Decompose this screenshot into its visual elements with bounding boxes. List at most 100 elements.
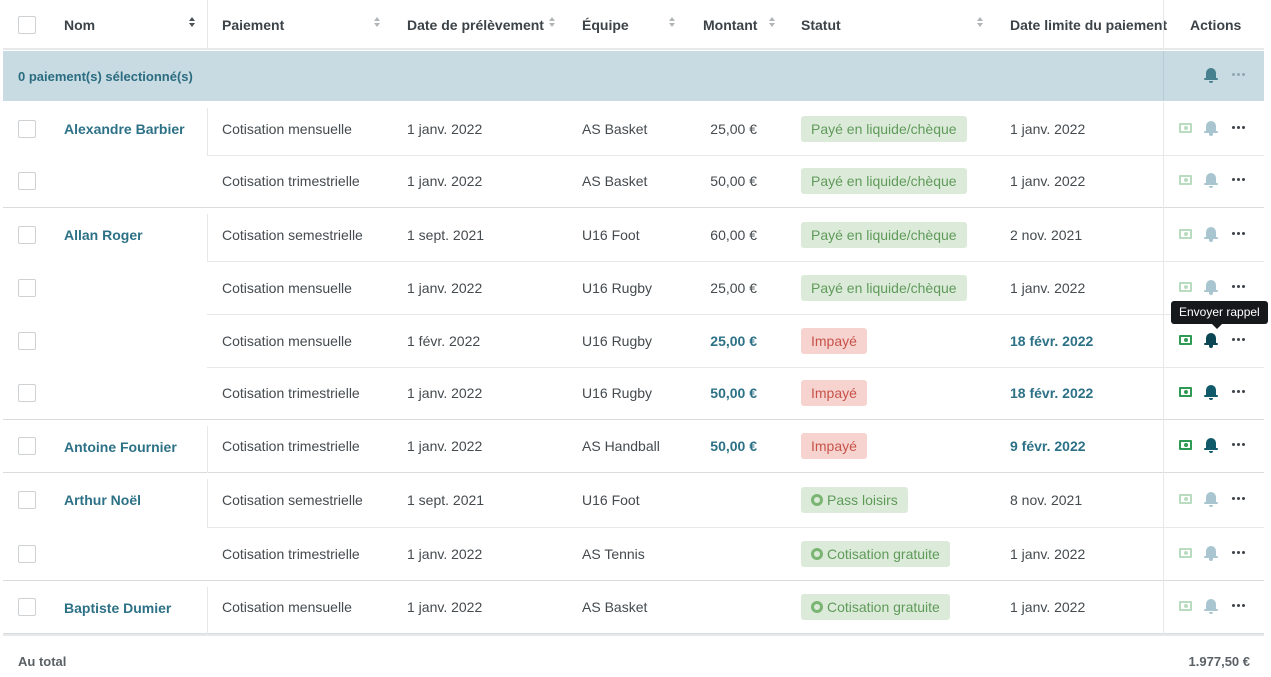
bell-icon[interactable] [1204, 279, 1218, 295]
select-all-checkbox[interactable] [18, 16, 36, 34]
member-name[interactable]: Antoine Fournier [64, 439, 177, 455]
row-checkbox[interactable] [18, 437, 36, 455]
sort-montant-icon[interactable] [769, 16, 776, 28]
banknote-icon[interactable] [1179, 494, 1192, 504]
header-nom[interactable]: Nom [64, 17, 96, 33]
collection-date: 1 janv. 2022 [407, 438, 483, 454]
bell-icon[interactable] [1204, 172, 1218, 188]
table-row: Cotisation mensuelle 1 févr. 2022 U16 Rugb… [3, 314, 1264, 368]
row-checkbox[interactable] [18, 172, 36, 190]
member-name[interactable]: Allan Roger [64, 227, 143, 243]
more-dots-icon[interactable] [1232, 231, 1246, 236]
payment-type: Cotisation trimestrielle [222, 545, 360, 562]
sort-statut-icon[interactable] [977, 16, 984, 28]
status-label: Payé en liquide/chèque [811, 173, 957, 189]
banknote-icon[interactable] [1179, 547, 1192, 558]
more-dots-icon[interactable] [1232, 604, 1246, 608]
member-name[interactable]: Alexandre Barbier [64, 121, 185, 137]
sort-nom-icon[interactable] [189, 16, 196, 28]
status-label: Payé en liquide/chèque [811, 279, 957, 296]
banknote-icon[interactable] [1179, 228, 1192, 239]
row-checkbox[interactable] [18, 225, 36, 244]
more-dots-icon[interactable] [1232, 125, 1246, 130]
banknote-icon[interactable] [1179, 334, 1192, 345]
status-badge: Cotisation gratuite [801, 540, 950, 567]
payment-deadline: 1 janv. 2022 [1010, 599, 1086, 615]
bell-icon[interactable] [1204, 332, 1218, 348]
total-amount: 1.977,50 € [1188, 654, 1250, 669]
header-equipe[interactable]: Équipe [582, 17, 629, 33]
payment-deadline: 1 janv. 2022 [1010, 173, 1086, 189]
member-name[interactable]: Baptiste Dumier [64, 600, 172, 616]
sort-date-icon[interactable] [549, 16, 556, 28]
bell-icon[interactable] [1204, 437, 1218, 453]
more-dots-icon[interactable] [1232, 443, 1246, 447]
more-dots-icon[interactable] [1232, 337, 1246, 342]
payment-type: Cotisation trimestrielle [222, 173, 360, 189]
team: U16 Foot [582, 226, 640, 243]
payment-deadline: 1 janv. 2022 [1010, 120, 1086, 137]
sort-equipe-icon[interactable] [669, 16, 676, 28]
payment-type: Cotisation trimestrielle [222, 385, 360, 401]
bell-icon[interactable] [1204, 545, 1218, 561]
payment-deadline: 18 févr. 2022 [1010, 385, 1094, 401]
team: U16 Foot [582, 492, 640, 508]
payment-type: Cotisation semestrielle [222, 492, 363, 508]
header-montant[interactable]: Montant [703, 17, 758, 33]
collection-date: 1 janv. 2022 [407, 120, 483, 137]
banknote-icon[interactable] [1179, 440, 1192, 450]
status-label: Payé en liquide/chèque [811, 226, 957, 243]
payment-deadline: 9 févr. 2022 [1010, 438, 1086, 454]
banknote-icon[interactable] [1179, 175, 1192, 185]
row-checkbox[interactable] [18, 491, 36, 509]
status-label: Cotisation gratuite [827, 599, 940, 615]
gift-icon [811, 547, 823, 560]
header-date-prelevement[interactable]: Date de prélèvement [407, 17, 544, 33]
row-checkbox[interactable] [18, 119, 36, 138]
bulk-bell-icon[interactable] [1204, 67, 1218, 83]
bell-icon[interactable] [1204, 384, 1218, 400]
table-row: Allan Roger Cotisation semestrielle 1 sept… [3, 208, 1264, 262]
sort-paiement-icon[interactable] [374, 16, 381, 28]
header-date-limite[interactable]: Date limite du paiement [1010, 17, 1168, 33]
member-name[interactable]: Arthur Noël [64, 492, 141, 508]
payment-type: Cotisation mensuelle [222, 332, 352, 349]
bell-icon[interactable] [1204, 120, 1218, 136]
more-dots-icon[interactable] [1232, 497, 1246, 501]
status-badge: Payé en liquide/chèque [801, 221, 967, 248]
table-row: Antoine Fournier Cotisation trimestrielle… [3, 420, 1264, 474]
collection-date: 1 sept. 2021 [407, 226, 485, 243]
collection-date: 1 janv. 2022 [407, 385, 483, 401]
banknote-icon[interactable] [1179, 387, 1192, 397]
row-checkbox[interactable] [18, 331, 36, 350]
payment-type: Cotisation mensuelle [222, 599, 352, 615]
bulk-more-icon[interactable] [1232, 73, 1246, 77]
more-dots-icon[interactable] [1232, 284, 1246, 289]
row-checkbox[interactable] [18, 598, 36, 616]
header-paiement[interactable]: Paiement [222, 17, 285, 33]
banknote-icon[interactable] [1179, 601, 1192, 611]
banknote-icon[interactable] [1179, 281, 1192, 292]
table-footer: Au total 1.977,50 € [3, 634, 1264, 677]
collection-date: 1 janv. 2022 [407, 173, 483, 189]
banknote-icon[interactable] [1179, 122, 1192, 133]
payment-deadline: 8 nov. 2021 [1010, 492, 1083, 508]
team: U16 Rugby [582, 332, 653, 349]
status-label: Impayé [811, 438, 857, 454]
team: AS Handball [582, 438, 660, 454]
bell-icon[interactable] [1204, 598, 1218, 614]
more-dots-icon[interactable] [1232, 550, 1246, 555]
team: AS Basket [582, 120, 648, 137]
team: U16 Rugby [582, 279, 653, 296]
row-checkbox[interactable] [18, 544, 36, 563]
more-dots-icon[interactable] [1232, 390, 1246, 394]
payment-type: Cotisation mensuelle [222, 120, 352, 137]
row-checkbox[interactable] [18, 278, 36, 297]
bell-icon[interactable] [1204, 226, 1218, 242]
row-checkbox[interactable] [18, 384, 36, 402]
bell-icon[interactable] [1204, 491, 1218, 507]
collection-date: 1 févr. 2022 [407, 332, 481, 349]
more-dots-icon[interactable] [1232, 178, 1246, 182]
header-statut[interactable]: Statut [801, 17, 841, 33]
payment-deadline: 18 févr. 2022 [1010, 332, 1094, 349]
